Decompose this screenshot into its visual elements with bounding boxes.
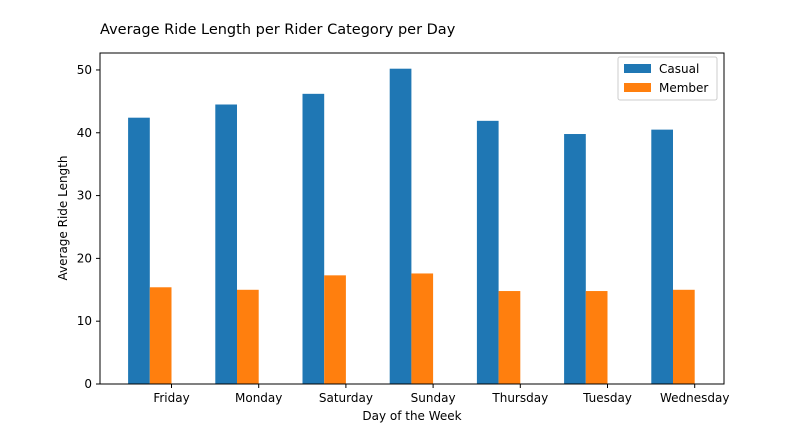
bar-member-friday bbox=[149, 287, 172, 384]
legend: Casual Member bbox=[617, 56, 718, 101]
bar-casual-sunday bbox=[389, 68, 412, 384]
x-tick-label-sunday: Sunday bbox=[411, 391, 456, 405]
bar-casual-friday bbox=[128, 117, 150, 384]
y-axis-label: Average Ride Length bbox=[56, 156, 70, 281]
bar-casual-wednesday bbox=[651, 129, 673, 384]
bar-member-wednesday bbox=[673, 289, 695, 384]
legend-swatch-casual bbox=[624, 64, 651, 73]
x-tick-label-thursday: Thursday bbox=[491, 391, 548, 405]
bar-member-saturday bbox=[324, 275, 346, 384]
bar-casual-thursday bbox=[476, 120, 499, 384]
y-tick-label: 20 bbox=[77, 251, 92, 265]
legend-label-member: Member bbox=[659, 81, 708, 95]
bar-casual-monday bbox=[215, 104, 237, 384]
bar-member-tuesday bbox=[585, 291, 608, 384]
legend-swatch-member bbox=[624, 83, 651, 92]
bar-member-thursday bbox=[498, 291, 521, 384]
bar-casual-tuesday bbox=[564, 134, 586, 384]
plot-frame bbox=[99, 52, 725, 385]
bar-member-monday bbox=[237, 289, 259, 384]
y-tick-label: 30 bbox=[77, 189, 92, 203]
y-tick-label: 0 bbox=[84, 377, 92, 391]
chart-title: Average Ride Length per Rider Category p… bbox=[100, 22, 456, 38]
x-tick-label-wednesday: Wednesday bbox=[660, 391, 729, 405]
x-tick-label-saturday: Saturday bbox=[319, 391, 373, 405]
x-axis-label: Day of the Week bbox=[362, 409, 461, 423]
y-tick-label: 10 bbox=[77, 314, 92, 328]
x-tick-label-monday: Monday bbox=[235, 391, 282, 405]
y-tick-label: 50 bbox=[77, 63, 92, 77]
x-tick-label-friday: Friday bbox=[153, 391, 189, 405]
x-tick-label-tuesday: Tuesday bbox=[582, 391, 632, 405]
bar-casual-saturday bbox=[302, 93, 325, 384]
y-tick-label: 40 bbox=[77, 126, 92, 140]
legend-label-casual: Casual bbox=[659, 62, 699, 76]
bar-member-sunday bbox=[411, 273, 434, 384]
plot-area: 0 10 20 30 40 50 Friday Monday Saturday Sunday Thu… bbox=[77, 52, 729, 405]
